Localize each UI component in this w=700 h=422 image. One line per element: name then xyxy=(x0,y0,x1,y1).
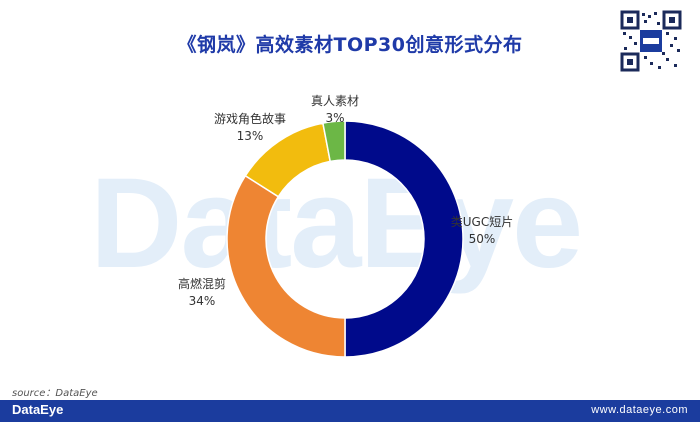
slice-label-value: 34% xyxy=(188,294,216,308)
slice-label: 类UGC短片 50% xyxy=(432,214,532,248)
slice-label-value: 3% xyxy=(325,111,345,125)
slice-label-name: 高燃混剪 xyxy=(177,277,226,291)
slice-label-name: 类UGC短片 xyxy=(450,215,514,229)
source-note: source：DataEye xyxy=(12,388,98,399)
slice-label-name: 真人素材 xyxy=(310,94,359,108)
chart-title: 《钢岚》高效素材TOP30创意形式分布 xyxy=(177,34,523,56)
slice-label-value: 13% xyxy=(236,129,264,143)
slice-label: 高燃混剪 34% xyxy=(152,276,252,310)
qr-code-icon[interactable] xyxy=(620,10,682,72)
slice-label-value: 50% xyxy=(468,232,496,246)
watermark: DataEye xyxy=(90,152,583,295)
footer-logo[interactable]: DataEye xyxy=(12,402,64,417)
footer-bar: DataEye www.dataeye.com xyxy=(0,400,700,422)
slice-label: 真人素材 3% xyxy=(285,93,385,127)
slice-label-name: 游戏角色故事 xyxy=(213,112,286,126)
donut-slice xyxy=(344,120,464,358)
footer-url[interactable]: www.dataeye.com xyxy=(591,404,688,416)
donut-slice xyxy=(322,120,346,163)
slice-label: 游戏角色故事 13% xyxy=(200,111,300,145)
donut-slice xyxy=(226,174,346,358)
